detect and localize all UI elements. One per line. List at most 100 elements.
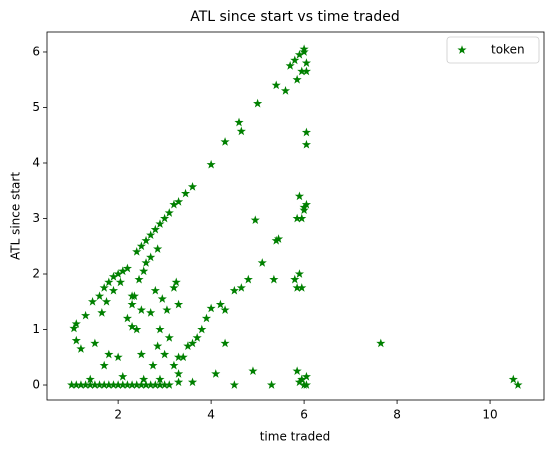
point	[108, 285, 119, 295]
point	[136, 349, 146, 359]
point	[85, 380, 95, 389]
point	[229, 285, 239, 295]
point	[169, 283, 179, 292]
point	[108, 380, 119, 389]
point	[67, 380, 77, 389]
point	[294, 269, 305, 278]
point	[127, 291, 137, 301]
point	[136, 241, 146, 251]
point	[206, 159, 216, 169]
point	[164, 208, 174, 217]
point	[88, 296, 98, 306]
point	[294, 191, 305, 201]
point	[85, 374, 95, 384]
point	[101, 296, 112, 306]
point	[90, 380, 100, 389]
point	[299, 202, 309, 212]
point	[94, 291, 105, 301]
point	[513, 380, 523, 389]
point	[236, 126, 246, 136]
point	[118, 266, 128, 276]
point	[169, 199, 179, 209]
point	[285, 61, 295, 70]
chart-title: ATL since start vs time traded	[190, 9, 400, 25]
point	[113, 269, 123, 278]
point	[141, 380, 151, 389]
point	[187, 182, 198, 191]
legend-box	[446, 36, 540, 64]
point	[157, 294, 167, 303]
point	[266, 380, 277, 389]
y-tick-label: 2	[32, 267, 40, 281]
point	[206, 303, 216, 313]
point	[180, 188, 191, 198]
point	[132, 324, 142, 334]
point	[139, 266, 149, 276]
point	[280, 86, 291, 95]
point	[187, 377, 198, 387]
point	[174, 352, 184, 362]
point	[290, 274, 300, 284]
point	[292, 283, 302, 292]
point	[290, 55, 300, 65]
point	[108, 271, 119, 281]
point	[220, 305, 230, 314]
point	[115, 277, 126, 287]
point	[234, 117, 244, 127]
x-tick-label: 10	[482, 408, 497, 422]
point	[248, 366, 258, 376]
point	[292, 74, 302, 84]
point	[155, 374, 165, 384]
point	[162, 305, 172, 314]
point	[376, 338, 386, 348]
x-tick-label: 4	[207, 408, 215, 422]
point	[148, 360, 158, 370]
point	[301, 199, 311, 209]
point	[297, 283, 307, 292]
point	[301, 127, 311, 137]
point	[292, 366, 302, 376]
point	[139, 374, 149, 384]
point	[301, 139, 311, 149]
x-axis-label: time traded	[260, 430, 331, 444]
point	[187, 338, 198, 348]
point	[81, 380, 91, 389]
point	[220, 137, 230, 146]
point	[294, 49, 305, 59]
point	[99, 380, 109, 389]
point	[297, 213, 307, 223]
point	[99, 283, 109, 292]
point	[76, 344, 86, 353]
point	[150, 285, 160, 295]
point	[197, 324, 207, 334]
point	[97, 308, 107, 317]
point	[136, 305, 146, 314]
point	[104, 277, 114, 287]
legend-marker	[457, 45, 467, 54]
point	[164, 333, 174, 342]
point	[271, 235, 281, 245]
point	[118, 371, 128, 381]
point	[122, 380, 132, 389]
point	[94, 380, 105, 389]
point	[141, 235, 151, 245]
point	[104, 349, 114, 359]
point	[132, 247, 142, 256]
point	[211, 369, 221, 378]
y-tick-label: 4	[32, 155, 40, 169]
point	[301, 66, 311, 76]
point	[297, 66, 307, 76]
point	[122, 313, 132, 323]
point	[146, 252, 156, 262]
point	[127, 321, 137, 331]
point	[508, 374, 518, 384]
y-axis-label: ATL since start	[9, 172, 23, 260]
point	[146, 380, 156, 389]
y-tick-label: 3	[32, 211, 40, 225]
point	[150, 380, 160, 389]
point	[127, 380, 137, 389]
point	[297, 374, 307, 384]
point	[174, 299, 184, 309]
point	[71, 380, 81, 389]
